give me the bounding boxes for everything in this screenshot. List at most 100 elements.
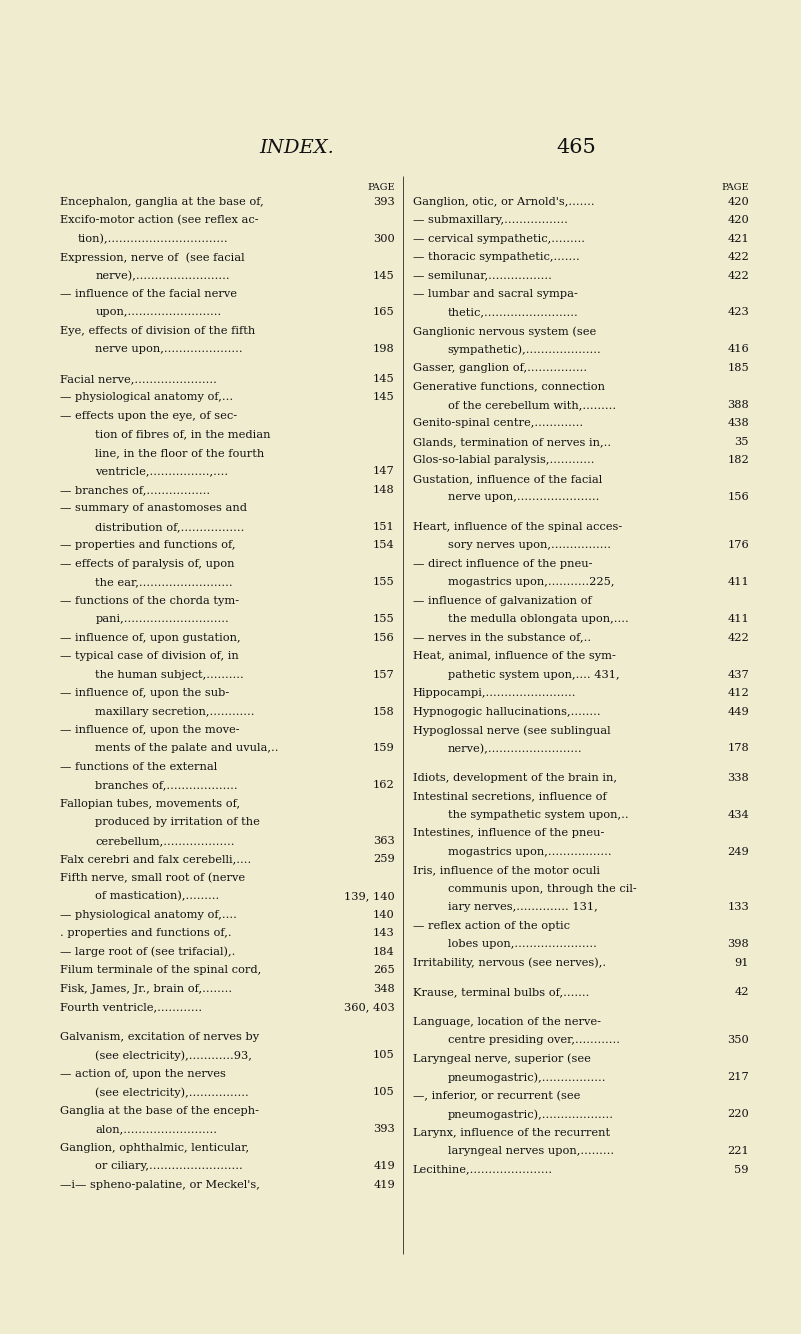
Text: —, inferior, or recurrent (see: —, inferior, or recurrent (see bbox=[413, 1091, 580, 1101]
Text: 154: 154 bbox=[373, 540, 395, 550]
Text: 140: 140 bbox=[373, 910, 395, 919]
Text: ventricle,................,....: ventricle,................,.... bbox=[95, 467, 228, 476]
Text: nerve),.........................: nerve),......................... bbox=[95, 271, 230, 281]
Text: 420: 420 bbox=[727, 215, 749, 225]
Text: pathetic system upon,.... 431,: pathetic system upon,.... 431, bbox=[448, 670, 619, 679]
Text: 420: 420 bbox=[727, 196, 749, 207]
Text: nerve upon,.....................: nerve upon,..................... bbox=[95, 344, 243, 355]
Text: 145: 145 bbox=[373, 271, 395, 280]
Text: 217: 217 bbox=[727, 1073, 749, 1082]
Text: — functions of the chorda tym-: — functions of the chorda tym- bbox=[60, 596, 239, 606]
Text: — influence of, upon the sub-: — influence of, upon the sub- bbox=[60, 688, 229, 698]
Text: —i— spheno-palatine, or Meckel's,: —i— spheno-palatine, or Meckel's, bbox=[60, 1179, 260, 1190]
Text: of the cerebellum with,.........: of the cerebellum with,......... bbox=[448, 400, 616, 410]
Text: distribution of,.................: distribution of,................. bbox=[95, 522, 244, 532]
Text: — branches of,.................: — branches of,................. bbox=[60, 484, 210, 495]
Text: — summary of anastomoses and: — summary of anastomoses and bbox=[60, 503, 247, 514]
Text: 360, 403: 360, 403 bbox=[344, 1002, 395, 1013]
Text: pneumogastric),...................: pneumogastric),................... bbox=[448, 1110, 614, 1119]
Text: sory nerves upon,................: sory nerves upon,................ bbox=[448, 540, 610, 550]
Text: — influence of, upon gustation,: — influence of, upon gustation, bbox=[60, 632, 240, 643]
Text: 388: 388 bbox=[727, 400, 749, 410]
Text: — physiological anatomy of,....: — physiological anatomy of,.... bbox=[60, 910, 237, 919]
Text: . properties and functions of,.: . properties and functions of,. bbox=[60, 928, 231, 938]
Text: — direct influence of the pneu-: — direct influence of the pneu- bbox=[413, 559, 592, 568]
Text: Facial nerve,......................: Facial nerve,...................... bbox=[60, 374, 217, 384]
Text: pneumogastric),.................: pneumogastric),................. bbox=[448, 1073, 606, 1083]
Text: — typical case of division of, in: — typical case of division of, in bbox=[60, 651, 239, 662]
Text: — lumbar and sacral sympa-: — lumbar and sacral sympa- bbox=[413, 289, 578, 299]
Text: Filum terminale of the spinal cord,: Filum terminale of the spinal cord, bbox=[60, 966, 261, 975]
Text: — properties and functions of,: — properties and functions of, bbox=[60, 540, 235, 550]
Text: — reflex action of the optic: — reflex action of the optic bbox=[413, 920, 570, 931]
Text: 159: 159 bbox=[373, 743, 395, 754]
Text: alon,.........................: alon,......................... bbox=[95, 1125, 217, 1134]
Text: 338: 338 bbox=[727, 772, 749, 783]
Text: ments of the palate and uvula,..: ments of the palate and uvula,.. bbox=[95, 743, 279, 754]
Text: the medulla oblongata upon,....: the medulla oblongata upon,.... bbox=[448, 614, 629, 624]
Text: — effects upon the eye, of sec-: — effects upon the eye, of sec- bbox=[60, 411, 237, 422]
Text: 350: 350 bbox=[727, 1035, 749, 1046]
Text: 422: 422 bbox=[727, 271, 749, 280]
Text: 419: 419 bbox=[373, 1179, 395, 1190]
Text: 465: 465 bbox=[557, 139, 597, 157]
Text: — cervical sympathetic,.........: — cervical sympathetic,......... bbox=[413, 233, 585, 244]
Text: 133: 133 bbox=[727, 902, 749, 912]
Text: 139, 140: 139, 140 bbox=[344, 891, 395, 902]
Text: Irritability, nervous (see nerves),.: Irritability, nervous (see nerves),. bbox=[413, 958, 606, 968]
Text: the human subject,..........: the human subject,.......... bbox=[95, 670, 244, 679]
Text: tion),................................: tion),................................ bbox=[78, 233, 228, 244]
Text: Galvanism, excitation of nerves by: Galvanism, excitation of nerves by bbox=[60, 1031, 260, 1042]
Text: 151: 151 bbox=[373, 522, 395, 532]
Text: INDEX.: INDEX. bbox=[259, 140, 334, 157]
Text: Hypnogogic hallucinations,........: Hypnogogic hallucinations,........ bbox=[413, 707, 600, 716]
Text: — effects of paralysis of, upon: — effects of paralysis of, upon bbox=[60, 559, 235, 568]
Text: Lecithine,......................: Lecithine,...................... bbox=[413, 1165, 553, 1175]
Text: Ganglion, otic, or Arnold's,.......: Ganglion, otic, or Arnold's,....... bbox=[413, 196, 594, 207]
Text: the sympathetic system upon,..: the sympathetic system upon,.. bbox=[448, 810, 628, 820]
Text: — nerves in the substance of,..: — nerves in the substance of,.. bbox=[413, 632, 590, 643]
Text: thetic,.........................: thetic,......................... bbox=[448, 307, 578, 317]
Text: Falx cerebri and falx cerebelli,....: Falx cerebri and falx cerebelli,.... bbox=[60, 854, 252, 864]
Text: 184: 184 bbox=[373, 947, 395, 956]
Text: 434: 434 bbox=[727, 810, 749, 820]
Text: Fallopian tubes, movements of,: Fallopian tubes, movements of, bbox=[60, 799, 240, 808]
Text: PAGE: PAGE bbox=[722, 183, 749, 192]
Text: 437: 437 bbox=[727, 670, 749, 679]
Text: 198: 198 bbox=[373, 344, 395, 355]
Text: 416: 416 bbox=[727, 344, 749, 355]
Text: — action of, upon the nerves: — action of, upon the nerves bbox=[60, 1069, 226, 1079]
Text: 398: 398 bbox=[727, 939, 749, 950]
Text: line, in the floor of the fourth: line, in the floor of the fourth bbox=[95, 448, 264, 458]
Text: 42: 42 bbox=[735, 987, 749, 998]
Text: mogastrics upon,.................: mogastrics upon,................. bbox=[448, 847, 611, 856]
Text: mogastrics upon,...........225,: mogastrics upon,...........225, bbox=[448, 578, 614, 587]
Text: Fourth ventricle,............: Fourth ventricle,............ bbox=[60, 1002, 202, 1013]
Text: 422: 422 bbox=[727, 252, 749, 261]
Text: Intestines, influence of the pneu-: Intestines, influence of the pneu- bbox=[413, 828, 604, 839]
Text: 348: 348 bbox=[373, 983, 395, 994]
Text: 220: 220 bbox=[727, 1110, 749, 1119]
Text: Ganglion, ophthalmic, lenticular,: Ganglion, ophthalmic, lenticular, bbox=[60, 1142, 249, 1153]
Text: Iris, influence of the motor oculi: Iris, influence of the motor oculi bbox=[413, 866, 599, 875]
Text: Generative functions, connection: Generative functions, connection bbox=[413, 382, 605, 391]
Text: iary nerves,.............. 131,: iary nerves,.............. 131, bbox=[448, 902, 598, 912]
Text: branches of,...................: branches of,................... bbox=[95, 780, 238, 791]
Text: 422: 422 bbox=[727, 632, 749, 643]
Text: — influence of galvanization of: — influence of galvanization of bbox=[413, 596, 591, 606]
Text: — large root of (see trifacial),.: — large root of (see trifacial),. bbox=[60, 947, 235, 958]
Text: Ganglionic nervous system (see: Ganglionic nervous system (see bbox=[413, 325, 596, 336]
Text: 411: 411 bbox=[727, 578, 749, 587]
Text: Ganglia at the base of the enceph-: Ganglia at the base of the enceph- bbox=[60, 1106, 259, 1115]
Text: 59: 59 bbox=[735, 1165, 749, 1175]
Text: 156: 156 bbox=[373, 632, 395, 643]
Text: Gustation, influence of the facial: Gustation, influence of the facial bbox=[413, 474, 602, 484]
Text: 178: 178 bbox=[727, 743, 749, 754]
Text: 412: 412 bbox=[727, 688, 749, 698]
Text: 35: 35 bbox=[735, 436, 749, 447]
Text: cerebellum,...................: cerebellum,................... bbox=[95, 836, 235, 846]
Text: (see electricity),............93,: (see electricity),............93, bbox=[95, 1050, 252, 1061]
Text: 145: 145 bbox=[373, 392, 395, 403]
Text: 156: 156 bbox=[727, 492, 749, 502]
Text: lobes upon,......................: lobes upon,...................... bbox=[448, 939, 597, 950]
